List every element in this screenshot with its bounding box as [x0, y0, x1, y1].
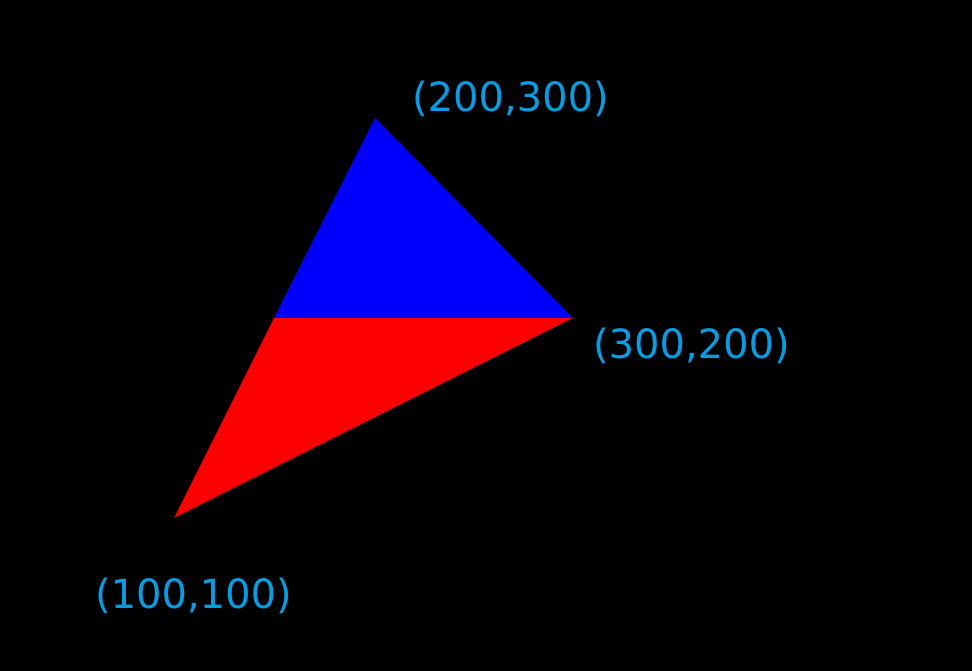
vertex-label-top: (200,300) [412, 75, 609, 121]
vertex-label-right: (300,200) [593, 322, 790, 368]
triangle-upper-region [274, 118, 573, 318]
vertex-label-bottom-left: (100,100) [95, 572, 292, 618]
triangle-lower-region [174, 318, 573, 518]
